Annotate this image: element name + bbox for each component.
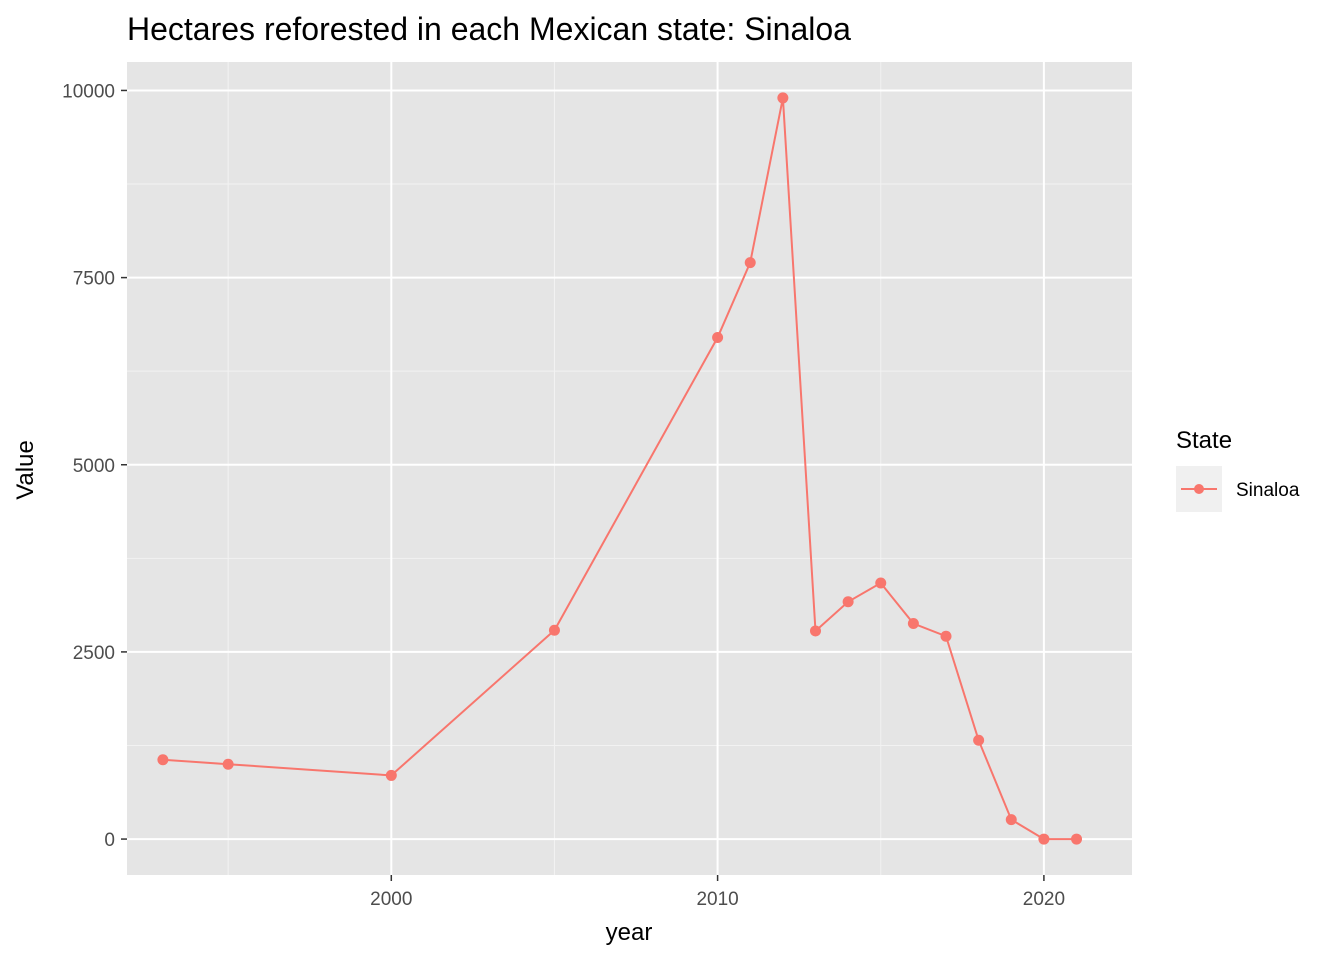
- y-tick-label: 2500: [73, 643, 115, 664]
- x-axis: 2000 2010 2020: [370, 875, 1065, 910]
- chart-title: Hectares reforested in each Mexican stat…: [127, 11, 851, 47]
- data-point: [1071, 833, 1083, 845]
- data-point: [973, 734, 985, 746]
- y-tick-label: 0: [104, 830, 115, 851]
- data-point: [842, 596, 854, 608]
- data-point: [744, 257, 756, 269]
- y-axis-title: Value: [12, 440, 39, 500]
- data-point: [875, 577, 887, 589]
- data-point: [712, 331, 724, 343]
- data-point: [548, 624, 560, 636]
- x-tick-label: 2020: [1023, 889, 1065, 910]
- y-axis: 0 2500 5000 7500 10000: [62, 81, 127, 851]
- x-axis-title: year: [606, 919, 653, 946]
- legend-label-sinaloa: Sinaloa: [1236, 480, 1300, 501]
- data-point: [385, 769, 397, 781]
- data-point: [222, 758, 234, 770]
- legend-title: State: [1176, 427, 1232, 454]
- series-line-sinaloa: [162, 97, 1077, 841]
- data-point: [907, 617, 919, 629]
- series-layer: [157, 92, 1083, 845]
- plot-panel: [127, 62, 1132, 875]
- data-point: [940, 630, 952, 642]
- data-point: [157, 754, 169, 766]
- x-tick-label: 2000: [370, 889, 412, 910]
- legend: State Sinaloa: [1176, 427, 1300, 512]
- data-point: [809, 625, 821, 637]
- x-tick-label: 2010: [696, 889, 738, 910]
- data-point: [1005, 814, 1017, 826]
- legend-point-icon: [1194, 484, 1204, 494]
- minor-gridlines: [127, 62, 1132, 875]
- data-point: [1038, 833, 1050, 845]
- major-gridlines: [127, 62, 1132, 875]
- data-point: [777, 92, 789, 104]
- y-tick-label: 5000: [73, 456, 115, 477]
- y-tick-label: 7500: [73, 269, 115, 290]
- y-tick-label: 10000: [62, 81, 115, 102]
